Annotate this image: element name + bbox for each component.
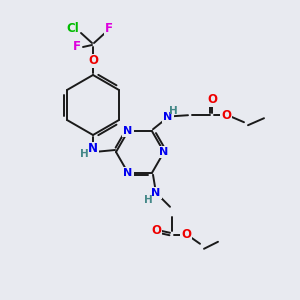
Text: O: O (181, 228, 191, 241)
Text: H: H (169, 106, 177, 116)
Text: N: N (123, 168, 133, 178)
Text: F: F (105, 22, 113, 34)
Text: N: N (164, 112, 172, 122)
Text: N: N (159, 147, 169, 157)
Text: F: F (73, 40, 81, 53)
Text: N: N (88, 142, 98, 155)
Text: N: N (152, 188, 160, 198)
Text: O: O (151, 224, 161, 237)
Text: Cl: Cl (67, 22, 80, 34)
Text: H: H (80, 149, 88, 159)
Text: O: O (88, 55, 98, 68)
Text: H: H (144, 195, 152, 205)
Text: O: O (207, 93, 217, 106)
Text: N: N (123, 126, 133, 136)
Text: O: O (221, 109, 231, 122)
